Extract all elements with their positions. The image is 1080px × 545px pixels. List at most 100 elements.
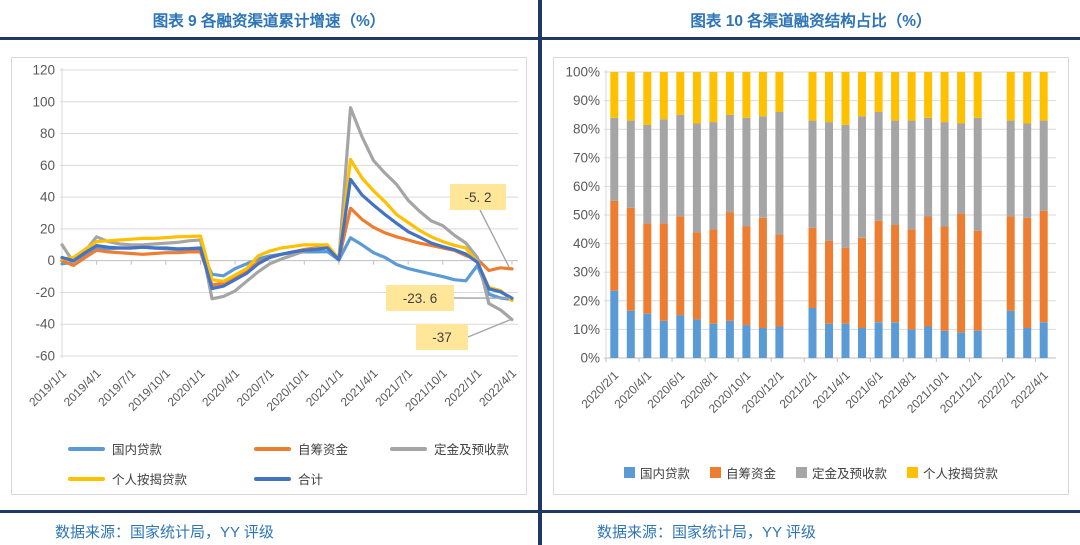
bar-segment-定金及预收款: [858, 116, 866, 238]
figure-9-chart-box: 120 100 80 60 40 20 0 -20 -40 -60 2019/1/1 2019/4/1…: [11, 57, 527, 495]
legend-square-swatch: [907, 467, 919, 478]
bar-segment-国内贷款: [907, 329, 916, 358]
bar-segment-定金及预收款: [758, 116, 767, 218]
bar-2021/3/1: [825, 72, 833, 358]
bar-segment-国内贷款: [775, 326, 784, 358]
bar-segment-个人按揭贷款: [924, 72, 933, 118]
bar-segment-自筹资金: [626, 207, 635, 311]
bar-segment-自筹资金: [1039, 210, 1048, 323]
bar-segment-国内贷款: [891, 322, 900, 359]
y-tick-label: -40: [35, 317, 55, 332]
y-tick-label: 30%: [573, 265, 600, 280]
bar-2021/8/1: [907, 72, 916, 358]
bar-segment-自筹资金: [725, 212, 734, 321]
legend-item-个人按揭贷款: 个人按揭贷款: [907, 463, 998, 482]
bar-segment-自筹资金: [643, 223, 652, 314]
legend-item-合计: 合计: [254, 469, 390, 488]
y-tick-label: -20: [35, 285, 55, 300]
y-tick-label: 90%: [573, 93, 600, 108]
bar-segment-个人按揭贷款: [1039, 72, 1048, 121]
bar-2021/9/1: [924, 72, 933, 358]
bar-segment-个人按揭贷款: [709, 72, 718, 123]
y-tick-label: 40%: [573, 236, 600, 251]
bar-segment-定金及预收款: [643, 124, 652, 224]
bar-segment-个人按揭贷款: [692, 72, 701, 124]
bar-segment-个人按揭贷款: [825, 72, 833, 123]
bar-segment-定金及预收款: [676, 114, 685, 217]
bar-2020/6/1: [676, 72, 685, 358]
y-axis-labels: 100% 90% 80% 70% 60% 50% 40% 30% 20% 10% 0%: [565, 65, 600, 366]
bar-segment-国内贷款: [676, 315, 685, 358]
bar-segment-定金及预收款: [775, 112, 784, 235]
bar-segment-个人按揭贷款: [775, 72, 784, 112]
bar-segment-自筹资金: [610, 200, 619, 291]
x-axis-labels: 2020/2/12020/4/12020/6/12020/8/12020/10/…: [578, 368, 1051, 416]
legend-label: 个人按揭贷款: [112, 472, 188, 487]
bar-2020/2/1: [610, 72, 619, 358]
bar-segment-国内贷款: [874, 322, 883, 359]
y-tick-label: 100%: [565, 65, 600, 80]
annotation-leader: [467, 318, 512, 338]
y-tick-label: 10%: [573, 322, 600, 337]
bar-segment-国内贷款: [659, 320, 668, 358]
bar-segment-自筹资金: [957, 213, 966, 333]
bar-segment-自筹资金: [940, 226, 949, 331]
bar-segment-国内贷款: [841, 323, 850, 358]
bar-segment-定金及预收款: [1023, 123, 1032, 218]
bar-2021/2/1: [808, 72, 817, 358]
bar-segment-定金及预收款: [874, 112, 883, 221]
bar-segment-定金及预收款: [725, 114, 734, 213]
legend-label: 国内贷款: [112, 442, 163, 457]
legend-line-swatch: [254, 446, 291, 451]
bar-2020/8/1: [709, 72, 718, 358]
bar-2020/12/1: [775, 72, 784, 358]
bar-segment-个人按揭贷款: [758, 72, 767, 117]
bar-segment-国内贷款: [725, 320, 734, 358]
bar-segment-个人按揭贷款: [676, 72, 685, 115]
bar-2021/4/1: [841, 72, 850, 358]
bar-2021/5/1: [858, 72, 866, 358]
bar-segment-定金及预收款: [742, 117, 751, 227]
bar-segment-国内贷款: [1006, 310, 1015, 358]
bar-segment-定金及预收款: [940, 122, 949, 227]
legend-item-定金及预收款: 定金及预收款: [796, 463, 887, 482]
bar-segment-定金及预收款: [825, 122, 833, 241]
bar-segment-自筹资金: [924, 216, 933, 327]
bar-segment-个人按揭贷款: [808, 72, 817, 121]
annotations: -5. 2 -23. 6 -37: [386, 184, 512, 350]
line-chart: 120 100 80 60 40 20 0 -20 -40 -60 2019/1/12019/4/1…: [26, 63, 519, 414]
x-tick-label: 2022/4/1: [1008, 368, 1051, 411]
bar-segment-自筹资金: [709, 229, 718, 324]
bar-segment-自筹资金: [676, 216, 685, 316]
bar-segment-定金及预收款: [1006, 120, 1015, 217]
figure-9-bottom-rule: [0, 510, 538, 513]
bar-segment-个人按揭贷款: [626, 72, 635, 121]
bar-segment-国内贷款: [957, 332, 966, 358]
x-axis-labels: 2019/1/12019/4/12019/7/12019/10/12020/1/…: [26, 366, 519, 414]
bar-segment-定金及预收款: [973, 117, 982, 231]
bar-2021/7/1: [891, 72, 900, 359]
stacked-bar-chart: 100% 90% 80% 70% 60% 50% 40% 30% 20% 10% 0% 2020/2/…: [565, 65, 1056, 416]
panel-divider: [538, 0, 542, 545]
bar-segment-国内贷款: [1023, 328, 1032, 358]
figure-10-title-rule: [542, 37, 1080, 40]
y-axis-labels: 120 100 80 60 40 20 0 -20 -40 -60: [32, 63, 55, 364]
bar-segment-自筹资金: [692, 232, 701, 320]
y-tick-label: 60%: [573, 179, 600, 194]
bar-segment-自筹资金: [758, 217, 767, 328]
bar-segment-国内贷款: [709, 323, 718, 358]
annotation-value: -23. 6: [403, 291, 438, 306]
legend-line-swatch: [254, 476, 291, 481]
bar-segment-个人按揭贷款: [841, 72, 850, 125]
bar-segment-定金及预收款: [841, 124, 850, 248]
figure-10-title: 图表 10 各渠道融资结构占比（%）: [690, 13, 932, 30]
bar-segment-个人按揭贷款: [874, 72, 883, 112]
legend-label: 定金及预收款: [812, 467, 888, 481]
bar-2020/3/1: [626, 72, 635, 358]
figure-10-bottom-rule: [542, 510, 1080, 513]
series-line-定金及预收款: [60, 106, 514, 322]
y-tick-label: 60: [40, 158, 55, 173]
bar-segment-国内贷款: [758, 328, 767, 358]
y-tick-label: 80%: [573, 122, 600, 137]
bar-2020/10/1: [742, 72, 751, 358]
